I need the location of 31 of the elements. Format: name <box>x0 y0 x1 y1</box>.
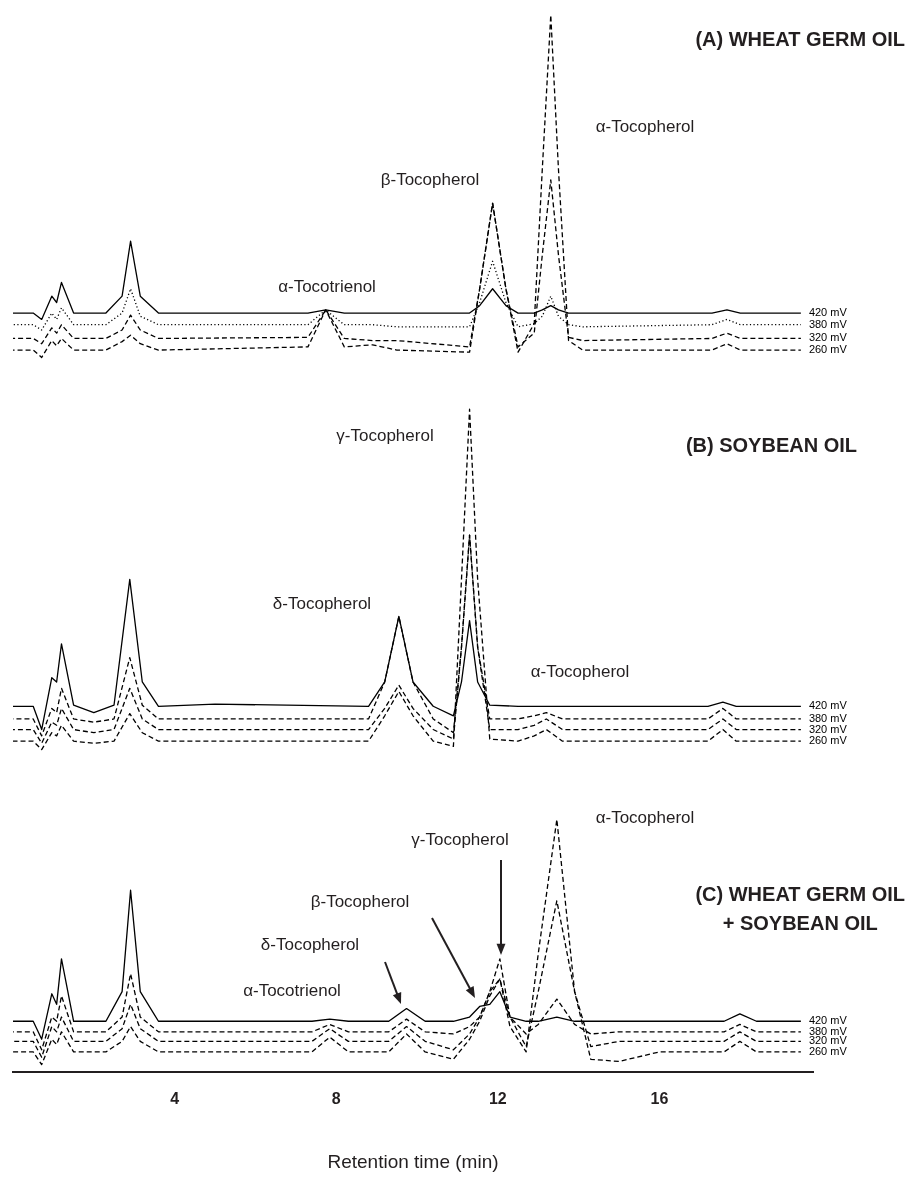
annotation: β-Tocopherol <box>310 891 410 911</box>
series-label: 320 mV <box>808 331 848 344</box>
annotation: γ-Tocopherol <box>411 829 509 849</box>
annotation: (B) SOYBEAN OIL <box>685 433 857 456</box>
annotation: α-Tocopherol <box>595 116 695 136</box>
x-axis-title: Retention time (min) <box>327 1150 499 1172</box>
annotation: α-Tocotrienol <box>278 276 376 296</box>
annotation: δ-Tocopherol <box>260 934 360 954</box>
x-tick-label: 12 <box>488 1090 507 1108</box>
x-tick-label: 4 <box>170 1090 180 1108</box>
series-label: 380 mV <box>808 317 848 330</box>
series-label: 380 mV <box>808 1024 848 1037</box>
series-label: 420 mV <box>808 306 848 319</box>
x-tick-label: 16 <box>650 1090 669 1108</box>
annotation: γ-Tocopherol <box>336 425 434 445</box>
series-label: 320 mV <box>808 1034 848 1047</box>
annotation: α-Tocopherol <box>595 807 695 827</box>
series-label: 420 mV <box>808 1014 848 1027</box>
annotation: β-Tocopherol <box>380 169 480 189</box>
annotation: α-Tocotrienol <box>243 980 341 1000</box>
series-label: 260 mV <box>808 343 848 356</box>
x-tick-label: 8 <box>331 1090 341 1108</box>
series-label: 420 mV <box>808 699 848 712</box>
series-label: 320 mV <box>808 722 848 735</box>
series-label: 260 mV <box>808 734 848 747</box>
annotation: δ-Tocopherol <box>272 593 372 613</box>
series-label: 380 mV <box>808 711 848 724</box>
series-label: 260 mV <box>808 1044 848 1057</box>
annotation: (A) WHEAT GERM OIL <box>695 27 905 50</box>
annotation: (C) WHEAT GERM OIL + SOYBEAN OIL <box>695 882 905 934</box>
annotation: α-Tocopherol <box>530 661 630 681</box>
